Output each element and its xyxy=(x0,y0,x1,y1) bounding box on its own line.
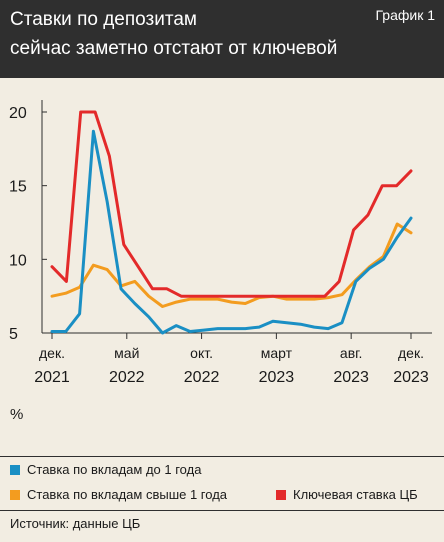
title-line-1: Ставки по депозитам xyxy=(10,9,197,30)
x-tick-label-year: 2023 xyxy=(393,369,429,386)
legend-item-key-rate: Ключевая ставка ЦБ xyxy=(276,487,418,502)
x-tick-label-month: авг. xyxy=(340,345,363,361)
y-tick-label: 10 xyxy=(9,252,27,269)
x-tick-label-year: 2023 xyxy=(333,369,369,386)
y-tick-label: 15 xyxy=(9,179,27,196)
legend-item-long-deposits: Ставка по вкладам свыше 1 года xyxy=(10,487,227,502)
title-line-2: сейчас заметно отстают от ключевой xyxy=(10,38,338,59)
legend-label-long-deposits: Ставка по вкладам свыше 1 года xyxy=(27,487,228,502)
legend-swatch-key-rate xyxy=(276,490,286,500)
x-tick-label-month: окт. xyxy=(190,345,213,361)
legend-swatch-short-deposits xyxy=(10,465,20,475)
x-tick-label-year: 2022 xyxy=(109,369,145,386)
x-tick-label-year: 2021 xyxy=(34,369,70,386)
x-tick-label-year: 2023 xyxy=(259,369,295,386)
x-tick-label-month: март xyxy=(261,345,293,361)
y-unit-label: % xyxy=(10,406,24,423)
x-tick-label-month: дек. xyxy=(398,345,424,361)
header: Ставки по депозитам сейчас заметно отста… xyxy=(0,0,444,78)
x-tick-label-month: май xyxy=(114,345,139,361)
legend-item-short-deposits: Ставка по вкладам до 1 года xyxy=(10,462,201,477)
legend-label-key-rate: Ключевая ставка ЦБ xyxy=(293,487,418,502)
figure-tag: График 1 xyxy=(375,7,435,23)
source-divider xyxy=(0,510,444,511)
series-line-short-deposits xyxy=(50,129,413,335)
legend-swatch-long-deposits xyxy=(10,490,20,500)
x-tick-label-year: 2022 xyxy=(184,369,220,386)
y-tick-label: 5 xyxy=(9,326,18,343)
source-note: Источник: данные ЦБ xyxy=(10,516,141,531)
x-tick-label-month: дек. xyxy=(39,345,65,361)
line-chart: 20 15 10 5 дек. 2021 май 2022 окт. 2022 март 2023 ав… xyxy=(9,100,432,386)
series-line-key-rate xyxy=(50,110,413,298)
legend-divider xyxy=(0,456,444,457)
y-tick-label: 20 xyxy=(9,105,27,122)
series-line-long-deposits xyxy=(50,222,413,308)
legend-label-short-deposits: Ставка по вкладам до 1 года xyxy=(27,462,202,477)
